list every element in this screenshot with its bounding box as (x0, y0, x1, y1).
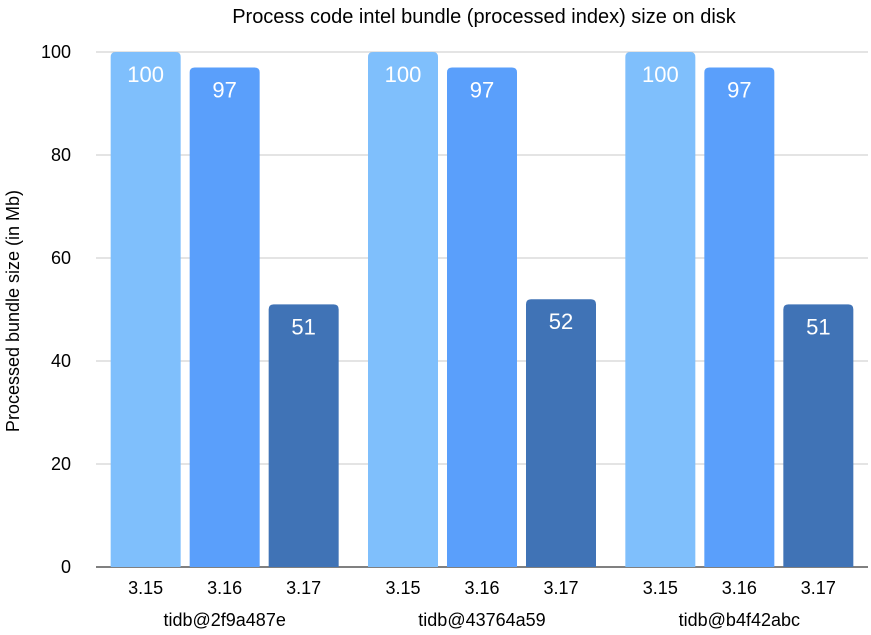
data-label: 51 (291, 314, 315, 339)
x-category-label: 3.15 (128, 578, 163, 598)
x-category-label: 3.17 (286, 578, 321, 598)
y-tick-label: 40 (51, 351, 71, 371)
x-category-label: 3.16 (207, 578, 242, 598)
x-group-label: tidb@b4f42abc (679, 610, 800, 630)
data-label: 100 (385, 62, 422, 87)
bar-tidb@2f9a487e-3.15 (110, 52, 181, 567)
bar-tidb@43764a59-3.15 (368, 52, 438, 567)
chart-title: Process code intel bundle (processed ind… (232, 6, 737, 28)
x-group-label: tidb@43764a59 (418, 610, 545, 630)
y-axis-ticks: 0 20 40 60 80 100 (41, 42, 71, 577)
x-category-label: 3.17 (801, 578, 836, 598)
x-group-label: tidb@2f9a487e (163, 610, 285, 630)
x-category-label: 3.16 (722, 578, 757, 598)
data-label: 97 (727, 77, 751, 102)
data-label: 97 (470, 77, 494, 102)
y-axis-label: Processed bundle size (in Mb) (3, 190, 23, 432)
x-category-label: 3.15 (385, 578, 420, 598)
bar-tidb@43764a59-3.16 (447, 67, 517, 567)
y-tick-label: 20 (51, 454, 71, 474)
bar-tidb@2f9a487e-3.16 (189, 67, 260, 567)
bar-tidb@b4f42abc-3.16 (704, 67, 775, 567)
y-tick-label: 0 (61, 557, 71, 577)
data-label: 97 (212, 77, 236, 102)
x-category-label: 3.15 (643, 578, 678, 598)
y-tick-label: 80 (51, 145, 71, 165)
x-category-label: 3.16 (464, 578, 499, 598)
y-tick-label: 60 (51, 248, 71, 268)
bar-tidb@b4f42abc-3.15 (625, 52, 696, 567)
data-label: 52 (549, 309, 573, 334)
bar-tidb@43764a59-3.17 (526, 299, 596, 567)
data-label: 100 (642, 62, 679, 87)
x-category-label: 3.17 (543, 578, 578, 598)
data-label: 51 (806, 314, 830, 339)
bars: 100 97 51 100 97 52 100 97 51 (110, 52, 854, 567)
data-label: 100 (127, 62, 164, 87)
y-tick-label: 100 (41, 42, 71, 62)
bar-tidb@2f9a487e-3.17 (268, 304, 339, 567)
bar-tidb@b4f42abc-3.17 (783, 304, 854, 567)
